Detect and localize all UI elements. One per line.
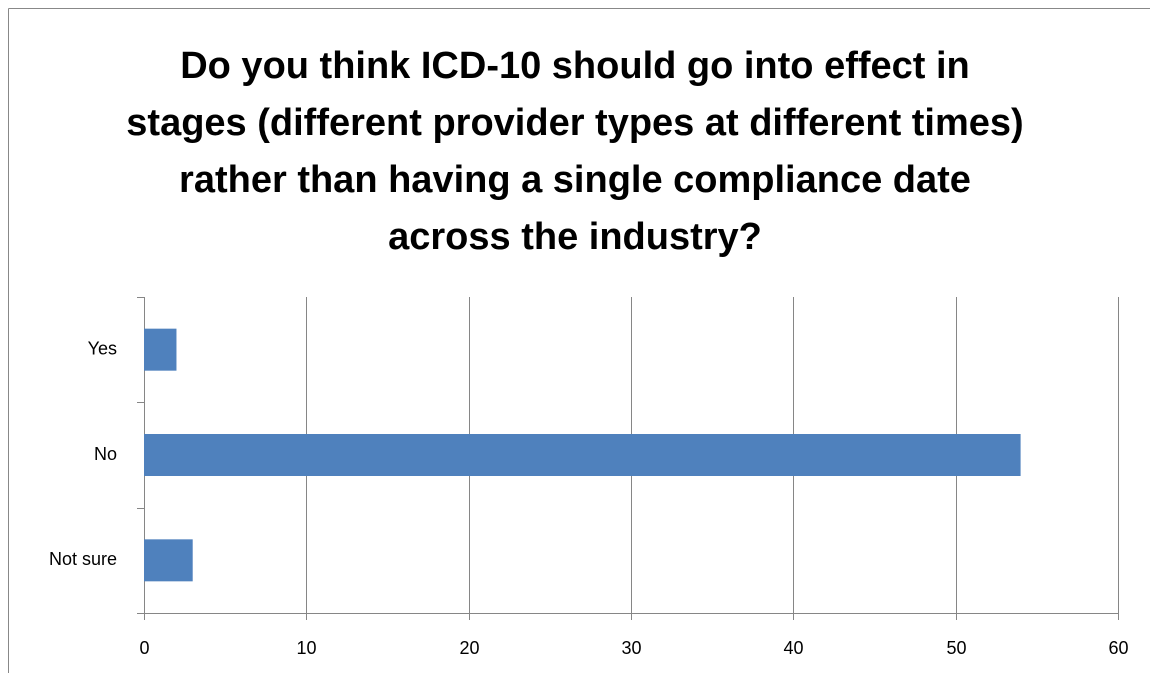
x-tick-label: 40 (783, 638, 803, 658)
chart-title: Do you think ICD-10 should go into effec… (126, 45, 1024, 258)
x-tick-label: 60 (1108, 638, 1128, 658)
bar (144, 434, 1021, 476)
x-tick-label: 30 (621, 638, 641, 658)
bar (144, 539, 193, 582)
y-tick-label: Not sure (49, 549, 117, 569)
x-tick-label: 20 (459, 638, 479, 658)
bar (144, 328, 177, 371)
x-tick-label: 0 (139, 638, 149, 658)
y-tick-label: No (94, 444, 117, 464)
x-tick-label: 50 (946, 638, 966, 658)
y-tick-label: Yes (88, 338, 117, 358)
x-tick-label: 10 (296, 638, 316, 658)
